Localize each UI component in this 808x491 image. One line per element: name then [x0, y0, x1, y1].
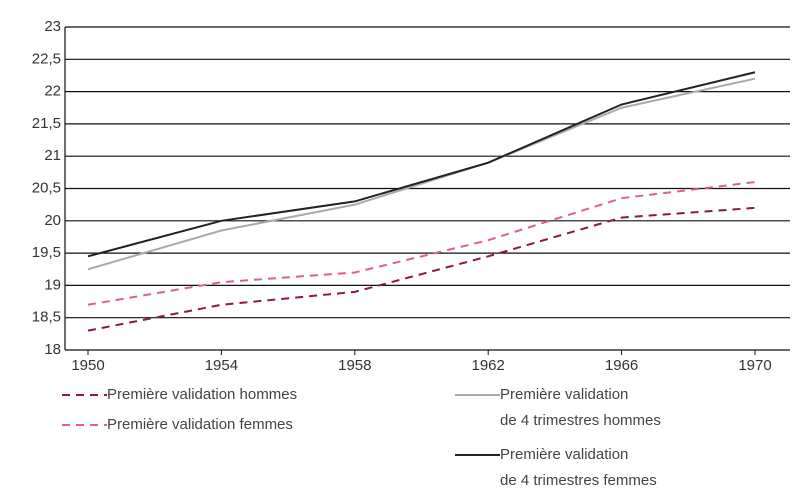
- y-tick-label: 18,5: [32, 309, 61, 326]
- x-tick-label: 1950: [71, 357, 104, 374]
- y-tick-label: 18: [44, 341, 61, 358]
- y-tick-label: 21,5: [32, 115, 61, 132]
- y-tick-label: 21: [44, 147, 61, 164]
- x-tick-label: 1954: [205, 357, 238, 374]
- x-tick-label: 1966: [605, 357, 638, 374]
- series-line: [87, 206, 756, 332]
- x-tick-label: 1970: [738, 357, 771, 374]
- legend-label: Première validation femmes: [107, 416, 293, 433]
- y-tick-label: 22,5: [32, 50, 61, 67]
- series-line: [87, 71, 756, 258]
- y-tick-label: 20,5: [32, 179, 61, 196]
- y-tick-label: 20: [44, 212, 61, 229]
- series-line: [87, 77, 756, 271]
- y-tick-label: 22: [44, 83, 61, 100]
- y-tick-label: 19: [44, 276, 61, 293]
- series-line: [87, 181, 756, 306]
- legend-label: Première validation de 4 trimestres homm…: [500, 386, 661, 429]
- x-tick-label: 1958: [338, 357, 371, 374]
- legend-label: Première validation de 4 trimestres femm…: [500, 446, 657, 489]
- y-tick-label: 23: [44, 18, 61, 35]
- x-tick-label: 1962: [472, 357, 505, 374]
- y-tick-label: 19,5: [32, 244, 61, 261]
- legend-label: Première validation hommes: [107, 386, 298, 403]
